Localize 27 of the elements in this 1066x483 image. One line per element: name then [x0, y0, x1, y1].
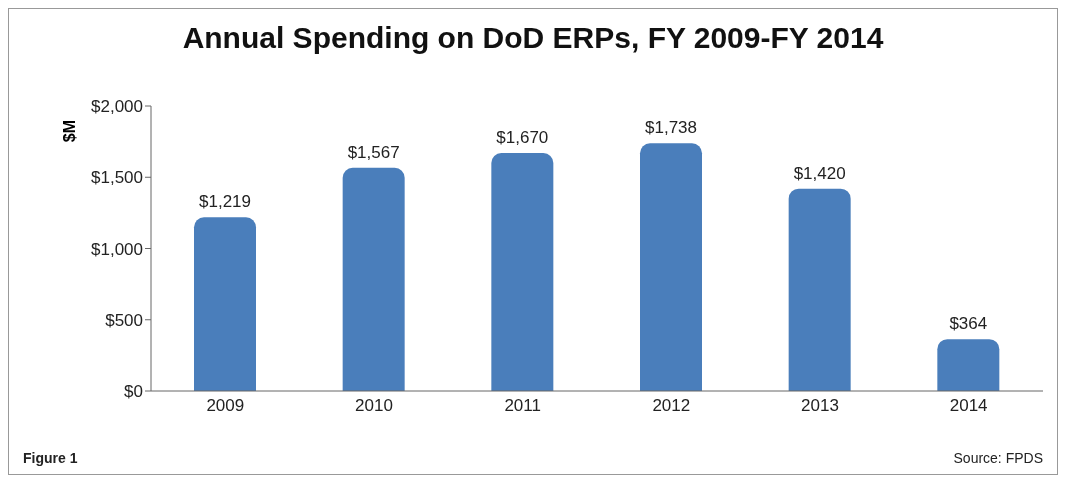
y-axis-title: $M: [61, 118, 79, 145]
x-tick-label: 2013: [801, 396, 839, 416]
data-label: $1,420: [793, 163, 846, 183]
data-label: $1,670: [496, 128, 549, 148]
bar: [491, 153, 554, 391]
bar: [194, 217, 256, 391]
bar: [342, 167, 405, 391]
data-label: $364: [949, 314, 988, 334]
source-note: Source: FPDS: [953, 450, 1043, 466]
y-tick-label: $500: [105, 310, 143, 330]
chart-title: Annual Spending on DoD ERPs, FY 2009-FY 2014: [181, 21, 885, 55]
x-tick-label: 2011: [504, 396, 541, 416]
y-tick-label: $1,000: [91, 239, 143, 259]
bar: [788, 188, 851, 391]
bar: [640, 143, 702, 391]
y-tick-label: $2,000: [91, 97, 143, 117]
x-tick-label: 2014: [949, 396, 988, 416]
data-label: $1,219: [199, 192, 251, 212]
y-tick-label: $0: [124, 382, 143, 402]
y-tick-label: $1,500: [91, 168, 143, 188]
x-tick-label: 2009: [206, 396, 245, 416]
x-tick-label: 2012: [652, 396, 691, 416]
data-label: $1,567: [347, 142, 400, 162]
caption: Figure 1: [23, 450, 78, 466]
x-tick-label: 2010: [355, 396, 393, 416]
data-label: $1,738: [645, 118, 697, 138]
bar: [937, 339, 1000, 391]
